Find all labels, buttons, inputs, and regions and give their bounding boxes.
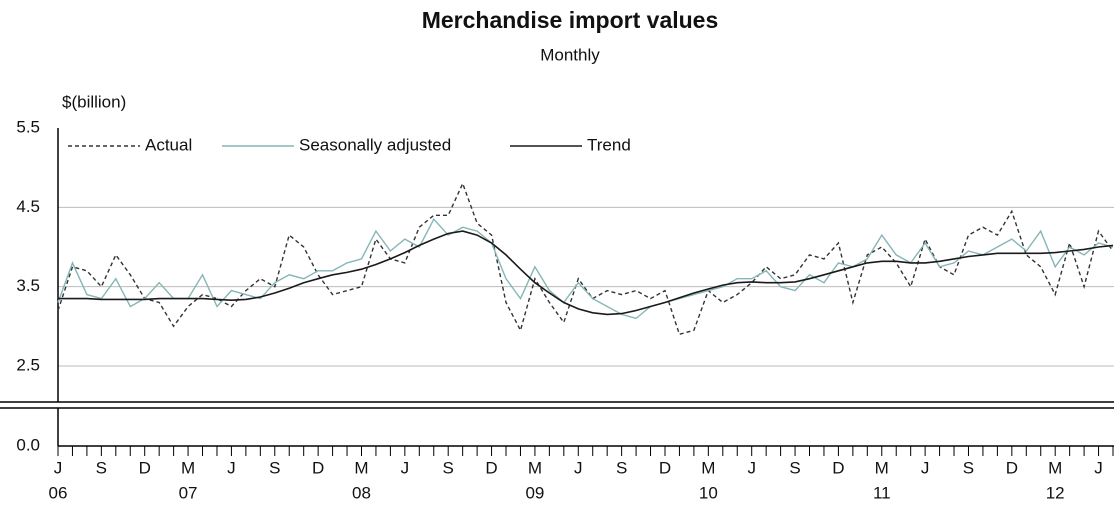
legend-label: Seasonally adjusted: [299, 135, 451, 154]
x-tick-label: M: [181, 458, 195, 477]
x-tick-label: D: [832, 458, 844, 477]
series-line: [58, 230, 1114, 316]
year-label: 10: [699, 483, 718, 502]
x-tick-label: J: [227, 458, 236, 477]
y-tick-label: 5.5: [16, 117, 40, 136]
legend-label: Actual: [145, 135, 192, 154]
chart-subtitle: Monthly: [540, 45, 600, 64]
x-tick-label: J: [921, 458, 930, 477]
year-label: 09: [525, 483, 544, 502]
y-tick-label: 2.5: [16, 355, 40, 374]
x-tick-label: J: [747, 458, 756, 477]
year-label: 07: [179, 483, 198, 502]
year-label: 06: [49, 483, 68, 502]
x-tick-label: D: [139, 458, 151, 477]
x-tick-label: J: [401, 458, 410, 477]
y-axis-label: $(billion): [62, 92, 126, 111]
x-tick-label: M: [701, 458, 715, 477]
series-line: [57, 217, 1114, 320]
x-tick-label: J: [574, 458, 583, 477]
y-tick-label: 4.5: [16, 197, 40, 216]
x-tick-label: D: [485, 458, 497, 477]
x-tick-label: D: [659, 458, 671, 477]
x-tick-label: S: [443, 458, 454, 477]
x-tick-label: J: [1094, 458, 1103, 477]
chart-title: Merchandise import values: [422, 7, 719, 33]
y-tick-label: 3.5: [16, 276, 40, 295]
x-tick-label: S: [789, 458, 800, 477]
year-label: 08: [352, 483, 371, 502]
x-tick-label: S: [963, 458, 974, 477]
y-tick-label: 0.0: [16, 435, 40, 454]
legend-label: Trend: [587, 135, 631, 154]
x-tick-label: M: [875, 458, 889, 477]
x-tick-label: J: [54, 458, 63, 477]
x-tick-label: S: [96, 458, 107, 477]
x-tick-label: S: [269, 458, 280, 477]
year-label: 11: [873, 483, 891, 502]
x-tick-label: D: [1006, 458, 1018, 477]
x-tick-label: M: [528, 458, 542, 477]
x-tick-label: D: [312, 458, 324, 477]
x-tick-label: M: [354, 458, 368, 477]
x-tick-label: S: [616, 458, 627, 477]
year-label: 12: [1046, 483, 1065, 502]
x-tick-label: M: [1048, 458, 1062, 477]
